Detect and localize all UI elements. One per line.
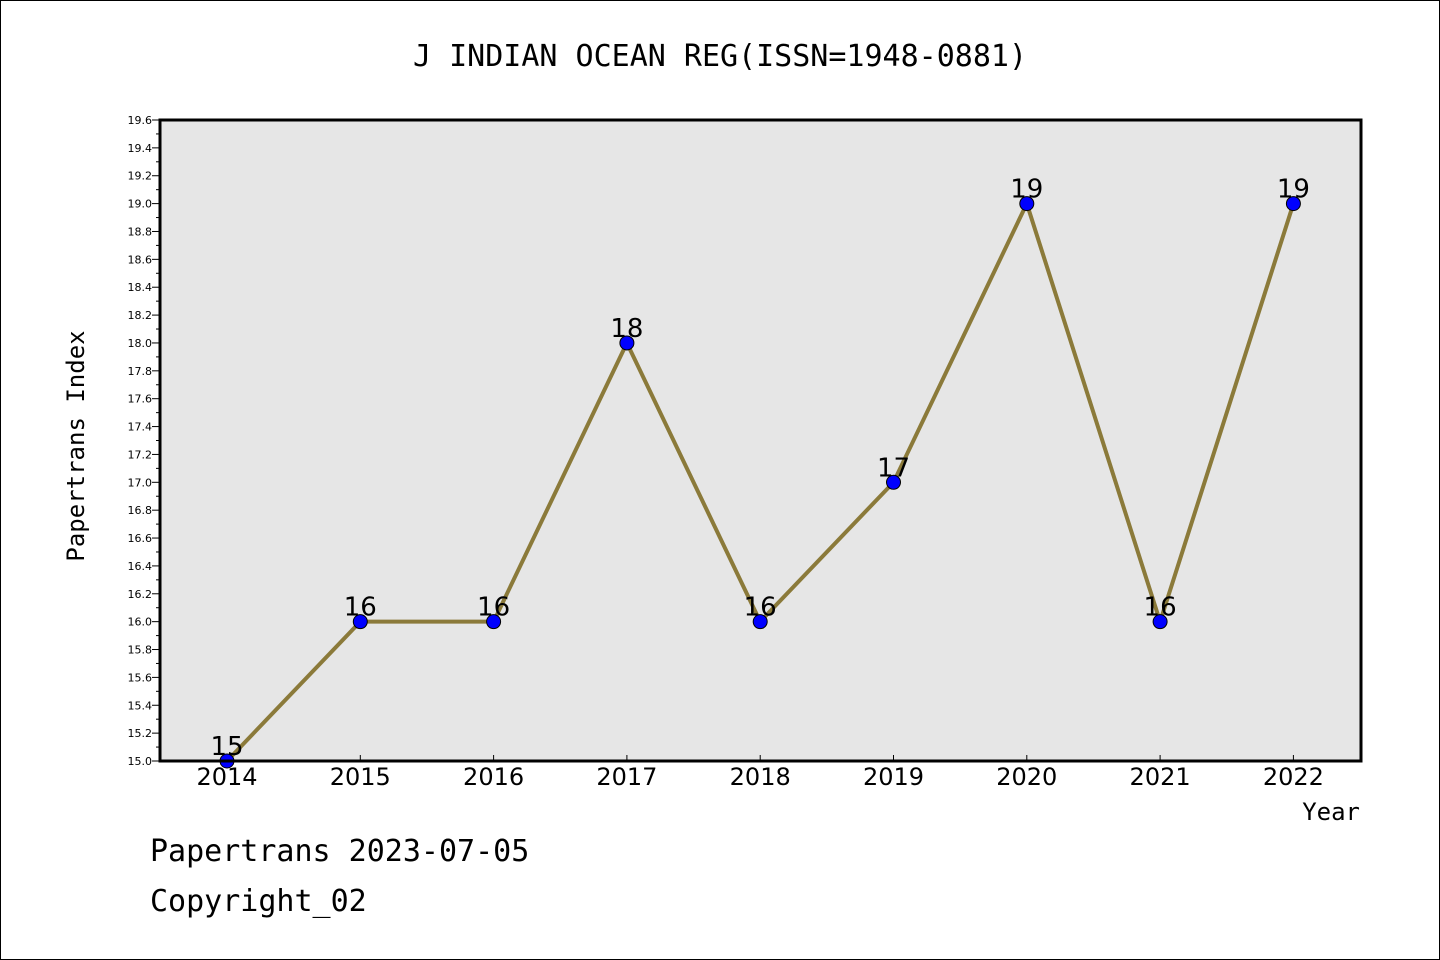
data-labels: 15 16 16 18 16 17 19 16 19 xyxy=(210,175,1309,762)
x-tick-label: 2022 xyxy=(1263,763,1324,791)
data-label: 16 xyxy=(477,593,510,623)
y-tick-label: 17.0 xyxy=(128,476,153,489)
y-tick-label: 17.6 xyxy=(128,393,153,406)
data-label: 17 xyxy=(877,453,910,483)
y-tick-label: 16.4 xyxy=(128,560,153,573)
y-axis-ticks: 15.0 15.2 15.4 15.6 15.8 16.0 16.2 16.4 16.6 16.8… xyxy=(128,114,160,768)
y-tick-label: 19.4 xyxy=(128,142,153,155)
x-tick-label: 2018 xyxy=(730,763,791,791)
data-label: 15 xyxy=(210,732,243,762)
x-tick-label: 2016 xyxy=(463,763,524,791)
y-tick-label: 15.6 xyxy=(128,671,153,684)
data-label: 19 xyxy=(1010,175,1043,205)
y-tick-label: 18.0 xyxy=(128,337,153,350)
data-point xyxy=(619,335,635,351)
y-tick-label: 19.0 xyxy=(128,198,153,211)
data-point xyxy=(752,614,768,630)
y-tick-label: 15.2 xyxy=(128,727,153,740)
y-tick-label: 19.2 xyxy=(128,170,153,183)
footer-date: Papertrans 2023-07-05 xyxy=(150,834,530,869)
plot-area xyxy=(160,120,1361,761)
footer-copyright: Copyright_02 xyxy=(150,884,367,919)
data-label: 19 xyxy=(1277,175,1310,205)
y-tick-label: 16.0 xyxy=(128,616,153,629)
y-tick-label: 18.4 xyxy=(128,281,153,294)
x-tick-label: 2020 xyxy=(996,763,1057,791)
y-tick-label: 17.2 xyxy=(128,448,153,461)
y-tick-label: 18.8 xyxy=(128,225,153,238)
data-point xyxy=(886,474,901,490)
x-axis-label: Year xyxy=(1302,798,1360,826)
data-point xyxy=(486,614,502,630)
y-tick-label: 19.6 xyxy=(128,114,153,127)
y-tick-label: 17.4 xyxy=(128,421,153,434)
data-point xyxy=(1019,196,1035,212)
y-tick-label: 16.6 xyxy=(128,532,153,545)
y-tick-label: 15.4 xyxy=(128,699,153,712)
x-tick-label: 2017 xyxy=(596,763,657,791)
chart-title: J INDIAN OCEAN REG(ISSN=1948-0881) xyxy=(413,39,1027,74)
y-tick-label: 18.2 xyxy=(128,309,153,322)
x-axis-ticks: 2014 2015 2016 2017 2018 2019 2020 2021 2022 xyxy=(196,755,1324,791)
y-tick-label: 16.2 xyxy=(128,588,153,601)
data-point xyxy=(1152,614,1168,630)
plot-border xyxy=(158,118,1363,763)
data-point xyxy=(352,614,368,630)
y-tick-label: 16.8 xyxy=(128,504,153,517)
y-tick-label: 15.0 xyxy=(128,755,153,768)
data-point xyxy=(1285,196,1301,212)
y-tick-label: 15.8 xyxy=(128,644,153,657)
x-tick-label: 2015 xyxy=(330,763,391,791)
y-axis-label: Papertrans Index xyxy=(62,330,90,561)
data-label: 16 xyxy=(1144,593,1177,623)
data-label: 18 xyxy=(610,314,643,344)
x-tick-label: 2021 xyxy=(1130,763,1191,791)
x-tick-label: 2019 xyxy=(863,763,924,791)
data-label: 16 xyxy=(744,593,777,623)
series-markers xyxy=(219,196,1301,769)
y-tick-label: 18.6 xyxy=(128,253,153,266)
data-label: 16 xyxy=(344,593,377,623)
y-tick-label: 17.8 xyxy=(128,365,153,378)
